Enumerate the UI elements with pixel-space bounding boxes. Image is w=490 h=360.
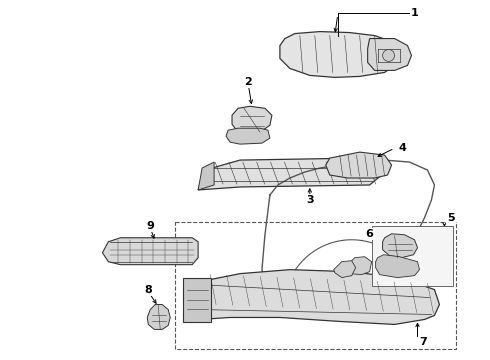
Polygon shape — [232, 106, 272, 135]
Polygon shape — [186, 270, 440, 324]
Polygon shape — [346, 257, 371, 275]
Bar — [183, 278, 211, 323]
Bar — [371, 226, 453, 285]
Text: 6: 6 — [366, 229, 373, 239]
Polygon shape — [226, 128, 270, 144]
Polygon shape — [198, 158, 382, 190]
Polygon shape — [383, 234, 417, 258]
Text: 7: 7 — [419, 337, 427, 347]
Polygon shape — [326, 152, 392, 178]
Polygon shape — [198, 162, 214, 190]
Polygon shape — [368, 39, 412, 71]
Text: 3: 3 — [306, 195, 314, 205]
Polygon shape — [376, 255, 419, 278]
Text: 9: 9 — [147, 221, 154, 231]
Polygon shape — [334, 261, 356, 278]
Circle shape — [383, 50, 394, 62]
Polygon shape — [102, 238, 198, 265]
Bar — [175, 222, 456, 349]
Polygon shape — [280, 32, 399, 77]
Polygon shape — [147, 305, 170, 329]
Text: 2: 2 — [244, 77, 252, 87]
Text: 1: 1 — [411, 8, 418, 18]
Text: 4: 4 — [398, 143, 407, 153]
Text: 5: 5 — [447, 213, 455, 223]
Text: 8: 8 — [145, 284, 152, 294]
